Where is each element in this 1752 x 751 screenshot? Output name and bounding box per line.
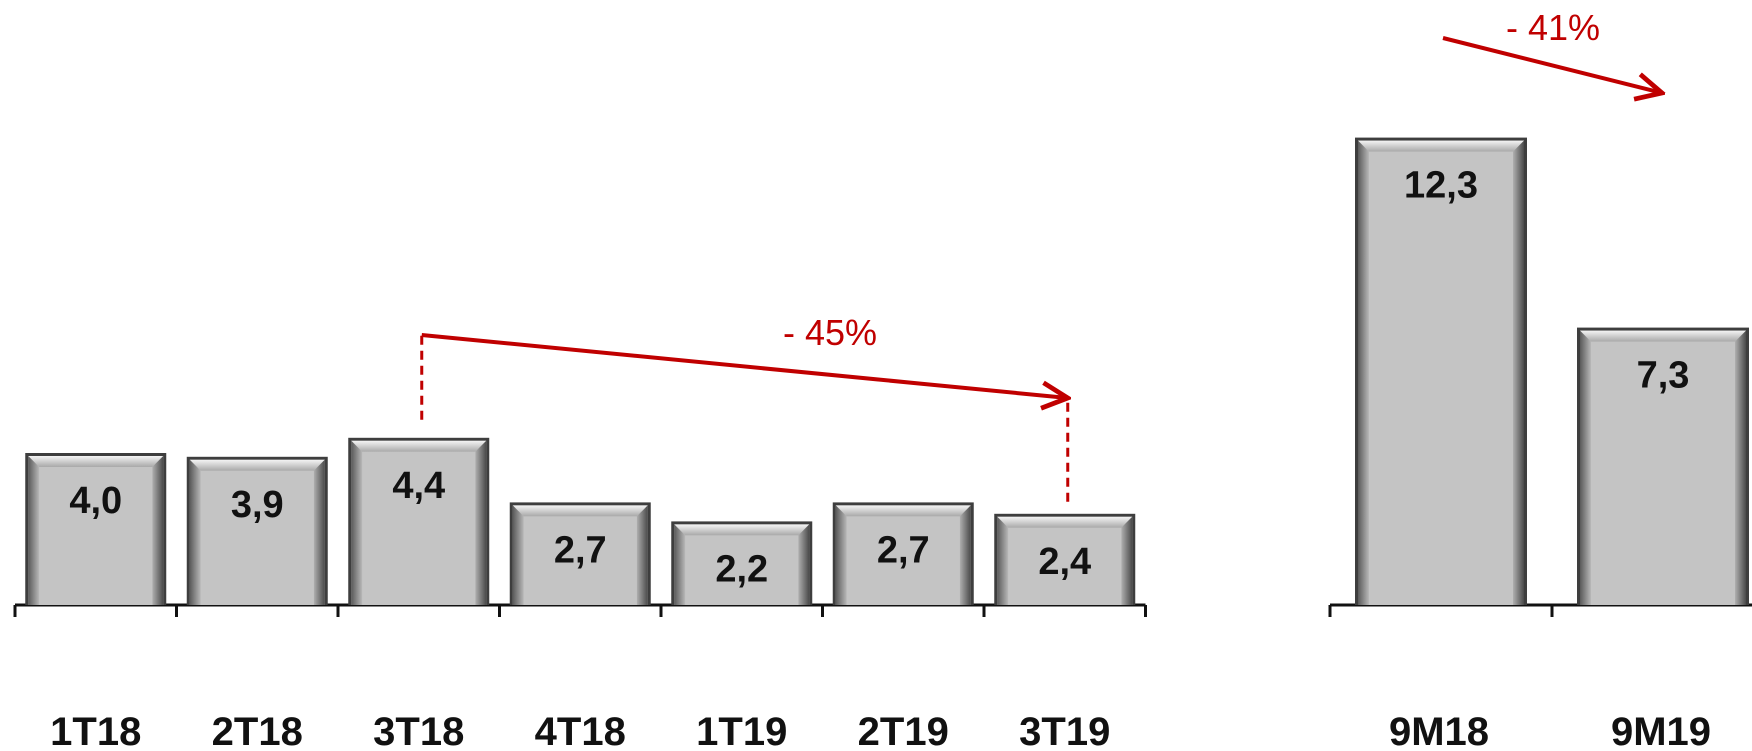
ninemonth-value-label: 12,3 xyxy=(1404,165,1478,207)
x-tick-label: 4T18 xyxy=(535,710,626,751)
x-tick-label: 1T19 xyxy=(696,710,787,751)
change-arrow xyxy=(422,335,1068,398)
quarter-value-label: 2,2 xyxy=(715,548,768,590)
x-tick-label: 9M19 xyxy=(1611,710,1711,751)
quarter-bar xyxy=(25,453,166,605)
x-tick-label: 9M18 xyxy=(1389,710,1489,751)
quarter-value-label: 4,0 xyxy=(69,480,122,522)
ninemonth-bar xyxy=(1355,138,1527,605)
quarterly-bar-chart: 4,0 1T18 3,9 2T18 4,4 3T18 2,7 4T18 2,2 1T19 2,7 2T… xyxy=(15,312,1146,751)
quarter-bar xyxy=(348,438,489,605)
quarter-value-label: 4,4 xyxy=(392,465,445,507)
x-tick-label: 3T19 xyxy=(1019,710,1110,751)
change-percent-label: - 45% xyxy=(783,312,877,353)
quarter-value-label: 2,4 xyxy=(1038,541,1091,583)
nine-month-bar-chart: 12,3 9M18 7,3 9M19 - 41% xyxy=(1330,7,1752,751)
change-annotation-quarterly: - 45% xyxy=(422,312,1068,502)
x-tick-label: 2T19 xyxy=(858,710,949,751)
quarter-value-label: 3,9 xyxy=(231,484,284,526)
x-tick-label: 1T18 xyxy=(50,710,141,751)
ninemonth-value-label: 7,3 xyxy=(1637,355,1690,397)
change-annotation-nine-month: - 41% xyxy=(1443,7,1662,93)
quarter-value-label: 2,7 xyxy=(877,529,930,571)
x-tick-label: 2T18 xyxy=(212,710,303,751)
quarter-value-label: 2,7 xyxy=(554,529,607,571)
change-percent-label: - 41% xyxy=(1506,7,1600,48)
quarter-bar xyxy=(187,457,328,605)
x-tick-label: 3T18 xyxy=(373,710,464,751)
